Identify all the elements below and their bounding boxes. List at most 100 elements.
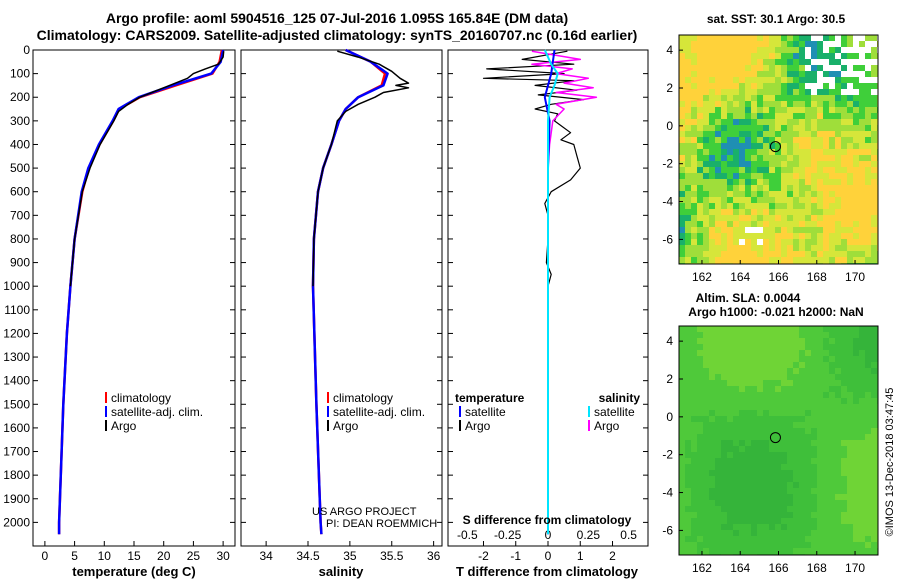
legend-swatch	[105, 420, 107, 431]
map-cell	[697, 410, 703, 416]
map-cell	[829, 89, 835, 95]
map-cell	[691, 65, 697, 71]
map-cell	[721, 506, 727, 512]
map-cell	[691, 83, 697, 89]
map-cell	[841, 113, 847, 119]
map-cell	[775, 71, 781, 77]
map-cell	[781, 332, 787, 338]
map-cell	[739, 440, 745, 446]
map-cell	[823, 209, 829, 215]
map-cell	[853, 53, 859, 59]
map-cell	[763, 101, 769, 107]
map-cell	[817, 380, 823, 386]
map-cell	[811, 215, 817, 221]
map-cell	[733, 245, 739, 251]
map-cell	[799, 125, 805, 131]
map-cell	[847, 416, 853, 422]
legend-label: climatology	[333, 391, 393, 405]
map-cell	[727, 536, 733, 542]
map-cell	[703, 428, 709, 434]
map-cell	[775, 65, 781, 71]
map-cell	[787, 392, 793, 398]
map-cell	[721, 203, 727, 209]
map-cell	[841, 494, 847, 500]
map-cell	[835, 257, 841, 263]
map-cell	[799, 488, 805, 494]
map-cell	[691, 245, 697, 251]
map-cell	[769, 506, 775, 512]
map-cell	[859, 548, 865, 554]
map-cell	[721, 251, 727, 257]
map-cell	[859, 374, 865, 380]
map-cell	[871, 410, 877, 416]
map-cell	[811, 530, 817, 536]
map-cell	[715, 386, 721, 392]
map-cell	[793, 95, 799, 101]
map-cell	[835, 77, 841, 83]
map-cell	[817, 374, 823, 380]
map-cell	[829, 113, 835, 119]
map-cell	[769, 392, 775, 398]
map-cell	[841, 536, 847, 542]
map-cell	[817, 524, 823, 530]
map-cell	[787, 434, 793, 440]
map-cell	[805, 161, 811, 167]
map-cell	[757, 149, 763, 155]
map-cell	[775, 47, 781, 53]
map-cell	[757, 440, 763, 446]
map-cell	[793, 179, 799, 185]
map-cell	[697, 77, 703, 83]
map-cell	[805, 149, 811, 155]
map-cell	[787, 368, 793, 374]
map-cell	[781, 410, 787, 416]
map-cell	[793, 149, 799, 155]
map-cell	[859, 221, 865, 227]
map-cell	[691, 167, 697, 173]
map-cell	[793, 392, 799, 398]
map-cell	[697, 89, 703, 95]
map-cell	[715, 410, 721, 416]
map-cell	[769, 410, 775, 416]
map-cell	[805, 197, 811, 203]
map-cell	[787, 53, 793, 59]
map-cell	[865, 488, 871, 494]
map-cell	[805, 524, 811, 530]
map-cell	[703, 191, 709, 197]
map-cell	[865, 494, 871, 500]
map-cell	[817, 458, 823, 464]
map-cell	[853, 257, 859, 263]
map-cell	[703, 344, 709, 350]
map-cell	[685, 434, 691, 440]
map-cell	[733, 332, 739, 338]
map-cell	[763, 344, 769, 350]
map-cell	[679, 344, 685, 350]
map-cell	[835, 221, 841, 227]
map-cell	[841, 167, 847, 173]
map-cell	[793, 83, 799, 89]
map-cell	[817, 536, 823, 542]
sst-map-frame	[678, 34, 879, 265]
map-cell	[841, 428, 847, 434]
map-cell	[829, 167, 835, 173]
map-cell	[787, 470, 793, 476]
map-cell	[679, 77, 685, 83]
map-cell	[733, 257, 739, 263]
map-cell	[865, 47, 871, 53]
map-cell	[733, 161, 739, 167]
map-cell	[739, 404, 745, 410]
map-cell	[715, 512, 721, 518]
map-cell	[781, 161, 787, 167]
map-cell	[739, 488, 745, 494]
map-cell	[835, 530, 841, 536]
map-cell	[799, 251, 805, 257]
map-cell	[727, 350, 733, 356]
map-cell	[745, 500, 751, 506]
map-cell	[691, 251, 697, 257]
map-cell	[703, 398, 709, 404]
map-cell	[775, 77, 781, 83]
map-cell	[739, 494, 745, 500]
map-cell	[781, 338, 787, 344]
map-cell	[799, 89, 805, 95]
map-cell	[847, 368, 853, 374]
map-cell	[865, 215, 871, 221]
